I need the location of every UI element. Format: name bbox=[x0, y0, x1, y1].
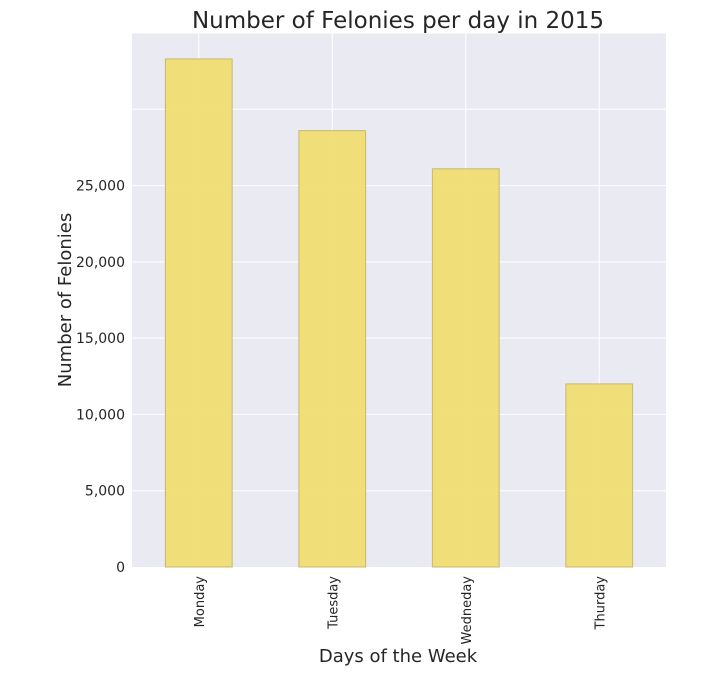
x-tick-label: Thurday bbox=[593, 576, 608, 631]
x-tick-label: Tuesday bbox=[326, 576, 341, 630]
bar-tuesday bbox=[298, 130, 367, 568]
x-tick-label: Monday bbox=[193, 576, 208, 628]
y-axis-label: Number of Felonies bbox=[55, 213, 76, 387]
y-tick-labels: 0 5,000 10,000 15,000 20,000 25,000 bbox=[76, 179, 125, 576]
y-tick-label: 15,000 bbox=[76, 331, 125, 347]
x-tick-label: Wedneday bbox=[460, 576, 475, 645]
bar-monday bbox=[164, 58, 233, 568]
x-tick-labels: Monday Tuesday Wedneday Thurday bbox=[193, 576, 609, 645]
bars bbox=[164, 58, 634, 568]
y-tick-label: 5,000 bbox=[85, 484, 125, 500]
y-tick-label: 20,000 bbox=[76, 255, 125, 271]
y-tick-label: 25,000 bbox=[76, 179, 125, 195]
bar-thurday bbox=[565, 383, 634, 568]
y-tick-label: 10,000 bbox=[76, 407, 125, 423]
bar-wedneday bbox=[431, 168, 500, 568]
x-axis-label: Days of the Week bbox=[319, 646, 478, 667]
y-tick-label: 0 bbox=[116, 560, 125, 576]
chart-title: Number of Felonies per day in 2015 bbox=[192, 8, 604, 34]
